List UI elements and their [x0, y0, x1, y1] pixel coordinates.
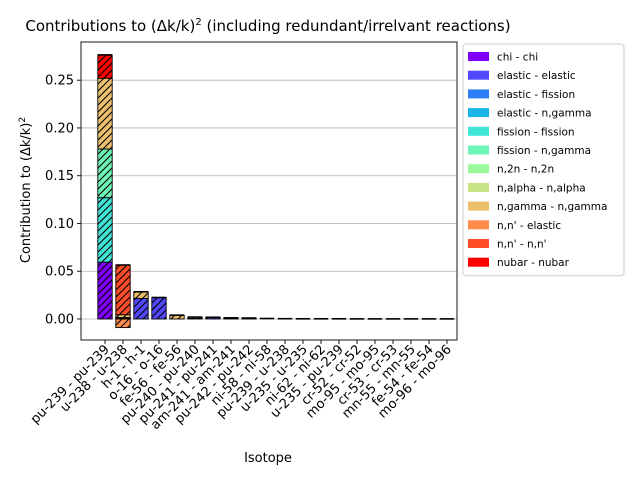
- bar-segment-nubar-nubar: [97, 54, 113, 79]
- y-axis-label: Contribution to (Δk/k)2: [18, 117, 34, 263]
- legend-swatch: [468, 145, 489, 155]
- legend-item-fission-fission: fission - fission: [468, 126, 575, 138]
- bar-segment-hatch: [115, 264, 131, 316]
- legend-label: fission - n,gamma: [497, 145, 591, 157]
- legend-swatch: [468, 108, 489, 118]
- bar-segment-hatch: [133, 298, 149, 320]
- y-tick-label: 0.05: [45, 265, 74, 280]
- bar-segment-hatch: [133, 291, 149, 299]
- legend-swatch: [468, 239, 489, 248]
- bars: [97, 54, 257, 329]
- legend-label: elastic - elastic: [497, 70, 576, 82]
- legend-item-n-n-n-n: n,n' - n,n': [468, 239, 547, 251]
- plot-frame: [80, 41, 458, 341]
- y-tick-label: 0.20: [45, 121, 74, 136]
- legend-label: n,n' - elastic: [497, 220, 561, 232]
- legend-swatch: [468, 220, 489, 230]
- legend-label: chi - chi: [497, 52, 538, 64]
- bar-segment-n-n-n-n: [115, 264, 131, 316]
- legend-swatch: [468, 126, 489, 136]
- legend-label: nubar - nubar: [497, 257, 570, 269]
- legend-item-fission-n-gamma: fission - n,gamma: [468, 145, 591, 157]
- legend-swatch: [468, 70, 489, 80]
- legend-item-n-n-elastic: n,n' - elastic: [468, 220, 561, 232]
- bar-segment-hatch: [97, 148, 113, 199]
- bar-segment-n-n-elastic: [115, 318, 131, 329]
- bar-segment-n-gamma-n-gamma: [97, 77, 113, 150]
- legend-swatch: [468, 201, 489, 211]
- y-tick-labels: 0.00 0.05 0.10 0.15 0.20 0.25: [45, 74, 74, 328]
- legend-label: fission - fission: [497, 126, 575, 138]
- bar-segment-hatch: [97, 197, 113, 263]
- legend-item-nubar-nubar: nubar - nubar: [468, 257, 570, 269]
- legend-label: n,2n - n,2n: [497, 164, 554, 176]
- legend-label: n,n' - n,n': [497, 239, 547, 251]
- legend: chi - chi elastic - elastic elastic - fiss…: [462, 43, 625, 277]
- bar-segment-elastic-elastic: [151, 297, 167, 320]
- bar-segment-elastic-elastic: [133, 298, 149, 320]
- chart-title: Contributions to (Δk/k)2 (including redu…: [25, 17, 510, 35]
- legend-item-elastic-n-gamma: elastic - n,gamma: [468, 108, 592, 120]
- y-tick-label: 0.10: [45, 217, 74, 232]
- bar-segment-hatch: [97, 54, 113, 79]
- legend-item-elastic-elastic: elastic - elastic: [468, 70, 576, 82]
- total-markers: [97, 54, 455, 320]
- legend-swatch: [468, 182, 489, 192]
- axes: [77, 41, 458, 344]
- legend-label: n,gamma - n,gamma: [497, 201, 607, 213]
- legend-swatch: [468, 164, 489, 174]
- legend-item-n-alpha-n-alpha: n,alpha - n,alpha: [468, 182, 586, 194]
- bar-segment-hatch: [97, 77, 113, 150]
- y-tick-label: 0.25: [45, 74, 74, 89]
- bar-segment-hatch: [115, 318, 131, 329]
- legend-item-chi-chi: chi - chi: [468, 52, 538, 64]
- legend-item-elastic-fission: elastic - fission: [468, 89, 575, 101]
- legend-label: elastic - fission: [497, 89, 575, 101]
- legend-box: [462, 43, 625, 277]
- legend-swatch: [468, 257, 489, 267]
- bar-segment-chi-chi: [97, 261, 113, 320]
- legend-swatch: [468, 52, 489, 61]
- x-axis-label: Isotope: [244, 451, 292, 466]
- legend-item-n-2n-n-2n: n,2n - n,2n: [468, 164, 554, 176]
- legend-label: n,alpha - n,alpha: [497, 182, 586, 194]
- bar-segment-n-gamma-n-gamma: [133, 291, 149, 299]
- y-tick-label: 0.00: [45, 312, 74, 327]
- legend-swatch: [468, 89, 489, 99]
- bar-segment-hatch: [97, 261, 113, 320]
- legend-item-n-gamma-n-gamma: n,gamma - n,gamma: [468, 201, 607, 213]
- x-tick-label: pu-239 - pu-239: [28, 342, 113, 427]
- grid-lines: [81, 79, 457, 320]
- legend-label: elastic - n,gamma: [497, 108, 592, 120]
- bar-segment-fission-fission: [97, 197, 113, 263]
- bar-segment-hatch: [151, 297, 167, 320]
- bar-segment-fission-n-gamma: [97, 148, 113, 199]
- y-tick-label: 0.15: [45, 169, 74, 184]
